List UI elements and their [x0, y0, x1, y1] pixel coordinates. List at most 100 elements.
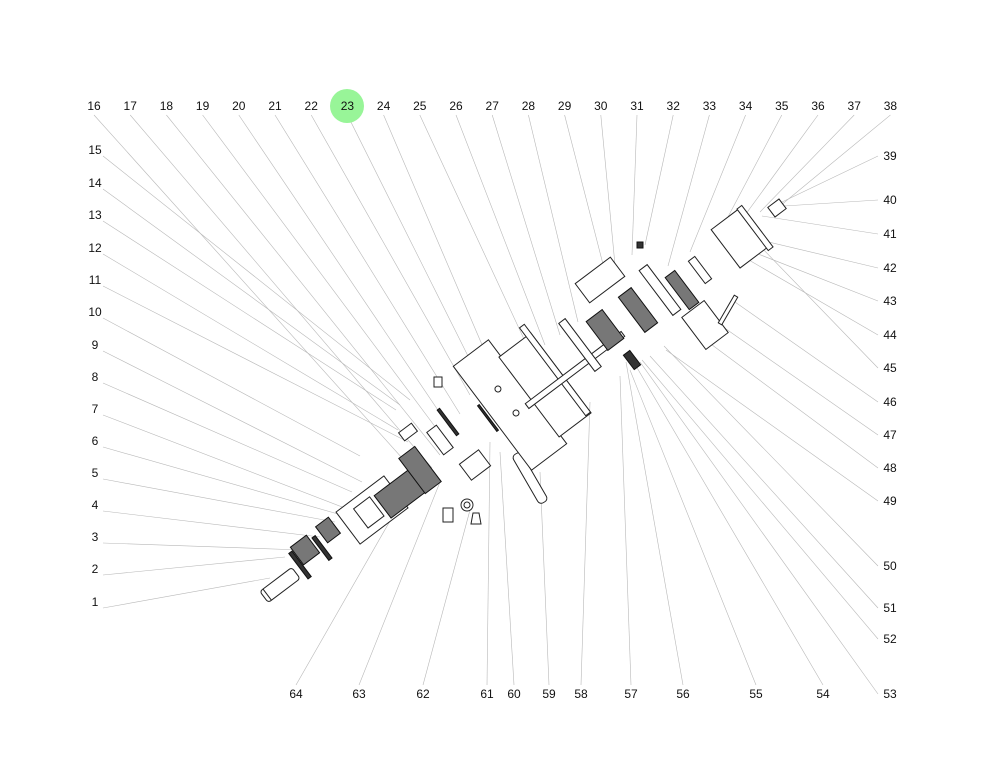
part-ring-2 — [311, 534, 333, 562]
part-label-45[interactable]: 45 — [883, 361, 897, 375]
part-label-57[interactable]: 57 — [624, 687, 638, 701]
part-label-63[interactable]: 63 — [352, 687, 366, 701]
leader-line-61 — [486, 441, 491, 686]
leader-line-19 — [202, 114, 446, 441]
part-cap — [470, 512, 482, 525]
part-label-1[interactable]: 1 — [92, 595, 99, 609]
part-label-39[interactable]: 39 — [883, 149, 897, 163]
part-label-32[interactable]: 32 — [667, 99, 681, 113]
part-screw — [636, 241, 644, 249]
leader-line-29 — [564, 114, 606, 273]
part-label-15[interactable]: 15 — [88, 143, 102, 157]
part-label-31[interactable]: 31 — [630, 99, 644, 113]
leader-line-56 — [625, 361, 684, 686]
part-label-35[interactable]: 35 — [775, 99, 789, 113]
leader-line-51 — [649, 355, 879, 609]
part-label-6[interactable]: 6 — [92, 434, 99, 448]
part-label-64[interactable]: 64 — [289, 687, 303, 701]
part-label-10[interactable]: 10 — [88, 305, 102, 319]
part-label-8[interactable]: 8 — [92, 370, 99, 384]
part-label-28[interactable]: 28 — [522, 99, 536, 113]
leader-line-3 — [102, 542, 303, 551]
part-label-11[interactable]: 11 — [89, 273, 102, 287]
part-label-46[interactable]: 46 — [883, 395, 897, 409]
part-label-48[interactable]: 48 — [883, 461, 897, 475]
leader-line-58 — [580, 401, 591, 686]
leader-line-52 — [641, 359, 879, 640]
leader-line-55 — [629, 369, 757, 686]
leader-line-53 — [639, 361, 879, 695]
part-label-17[interactable]: 17 — [124, 99, 138, 113]
part-label-41[interactable]: 41 — [883, 227, 897, 241]
leader-line-21 — [274, 114, 461, 415]
leader-line-36 — [739, 114, 819, 223]
part-disc — [558, 317, 602, 373]
part-label-47[interactable]: 47 — [883, 428, 897, 442]
part-label-53[interactable]: 53 — [883, 687, 897, 701]
part-label-3[interactable]: 3 — [92, 530, 99, 544]
part-label-60[interactable]: 60 — [507, 687, 521, 701]
part-label-33[interactable]: 33 — [703, 99, 717, 113]
leader-line-8 — [102, 382, 353, 493]
part-label-54[interactable]: 54 — [816, 687, 830, 701]
part-washer — [460, 498, 474, 512]
part-label-16[interactable]: 16 — [87, 99, 101, 113]
part-label-51[interactable]: 51 — [883, 601, 897, 615]
part-label-9[interactable]: 9 — [92, 338, 99, 352]
leader-line-47 — [715, 321, 879, 436]
part-label-43[interactable]: 43 — [883, 294, 897, 308]
part-label-27[interactable]: 27 — [486, 99, 500, 113]
leader-line-50 — [663, 345, 879, 567]
part-bracket — [397, 422, 419, 442]
leader-line-20 — [238, 114, 451, 429]
part-label-50[interactable]: 50 — [883, 559, 897, 573]
part-label-18[interactable]: 18 — [160, 99, 174, 113]
part-label-42[interactable]: 42 — [883, 261, 897, 275]
leader-line-38 — [779, 114, 891, 207]
part-ring — [288, 550, 312, 580]
part-label-56[interactable]: 56 — [676, 687, 690, 701]
part-label-26[interactable]: 26 — [449, 99, 463, 113]
leader-line-30 — [600, 114, 616, 266]
part-label-25[interactable]: 25 — [413, 99, 427, 113]
part-label-19[interactable]: 19 — [196, 99, 210, 113]
part-label-14[interactable]: 14 — [88, 176, 102, 190]
part-label-7[interactable]: 7 — [92, 402, 99, 416]
part-label-20[interactable]: 20 — [232, 99, 246, 113]
part-label-38[interactable]: 38 — [884, 99, 898, 113]
part-label-44[interactable]: 44 — [883, 328, 897, 342]
leader-line-23 — [347, 114, 481, 381]
part-label-40[interactable]: 40 — [883, 193, 897, 207]
part-sleeve — [638, 263, 682, 317]
part-label-58[interactable]: 58 — [574, 687, 588, 701]
part-label-37[interactable]: 37 — [848, 99, 862, 113]
part-label-13[interactable]: 13 — [88, 208, 102, 222]
part-end-housing — [681, 299, 729, 351]
part-label-21[interactable]: 21 — [268, 99, 282, 113]
part-label-5[interactable]: 5 — [92, 466, 99, 480]
leader-line-42 — [751, 237, 879, 269]
part-label-22[interactable]: 22 — [305, 99, 319, 113]
part-label-24[interactable]: 24 — [377, 99, 391, 113]
part-label-62[interactable]: 62 — [416, 687, 430, 701]
part-label-49[interactable]: 49 — [883, 494, 897, 508]
part-label-4[interactable]: 4 — [92, 498, 99, 512]
leader-line-27 — [491, 114, 561, 336]
part-label-34[interactable]: 34 — [739, 99, 753, 113]
part-label-30[interactable]: 30 — [594, 99, 608, 113]
part-label-59[interactable]: 59 — [542, 687, 556, 701]
part-label-23[interactable]: 23 — [341, 99, 355, 113]
leader-line-1 — [102, 577, 271, 609]
leader-line-26 — [455, 114, 546, 346]
leader-line-46 — [734, 301, 879, 403]
part-label-12[interactable]: 12 — [88, 241, 102, 255]
part-label-61[interactable]: 61 — [480, 687, 494, 701]
part-label-55[interactable]: 55 — [749, 687, 763, 701]
part-label-2[interactable]: 2 — [92, 562, 99, 576]
part-label-29[interactable]: 29 — [558, 99, 572, 113]
leader-line-9 — [102, 350, 363, 483]
leader-line-49 — [665, 349, 879, 502]
part-label-52[interactable]: 52 — [883, 632, 897, 646]
part-label-36[interactable]: 36 — [811, 99, 825, 113]
